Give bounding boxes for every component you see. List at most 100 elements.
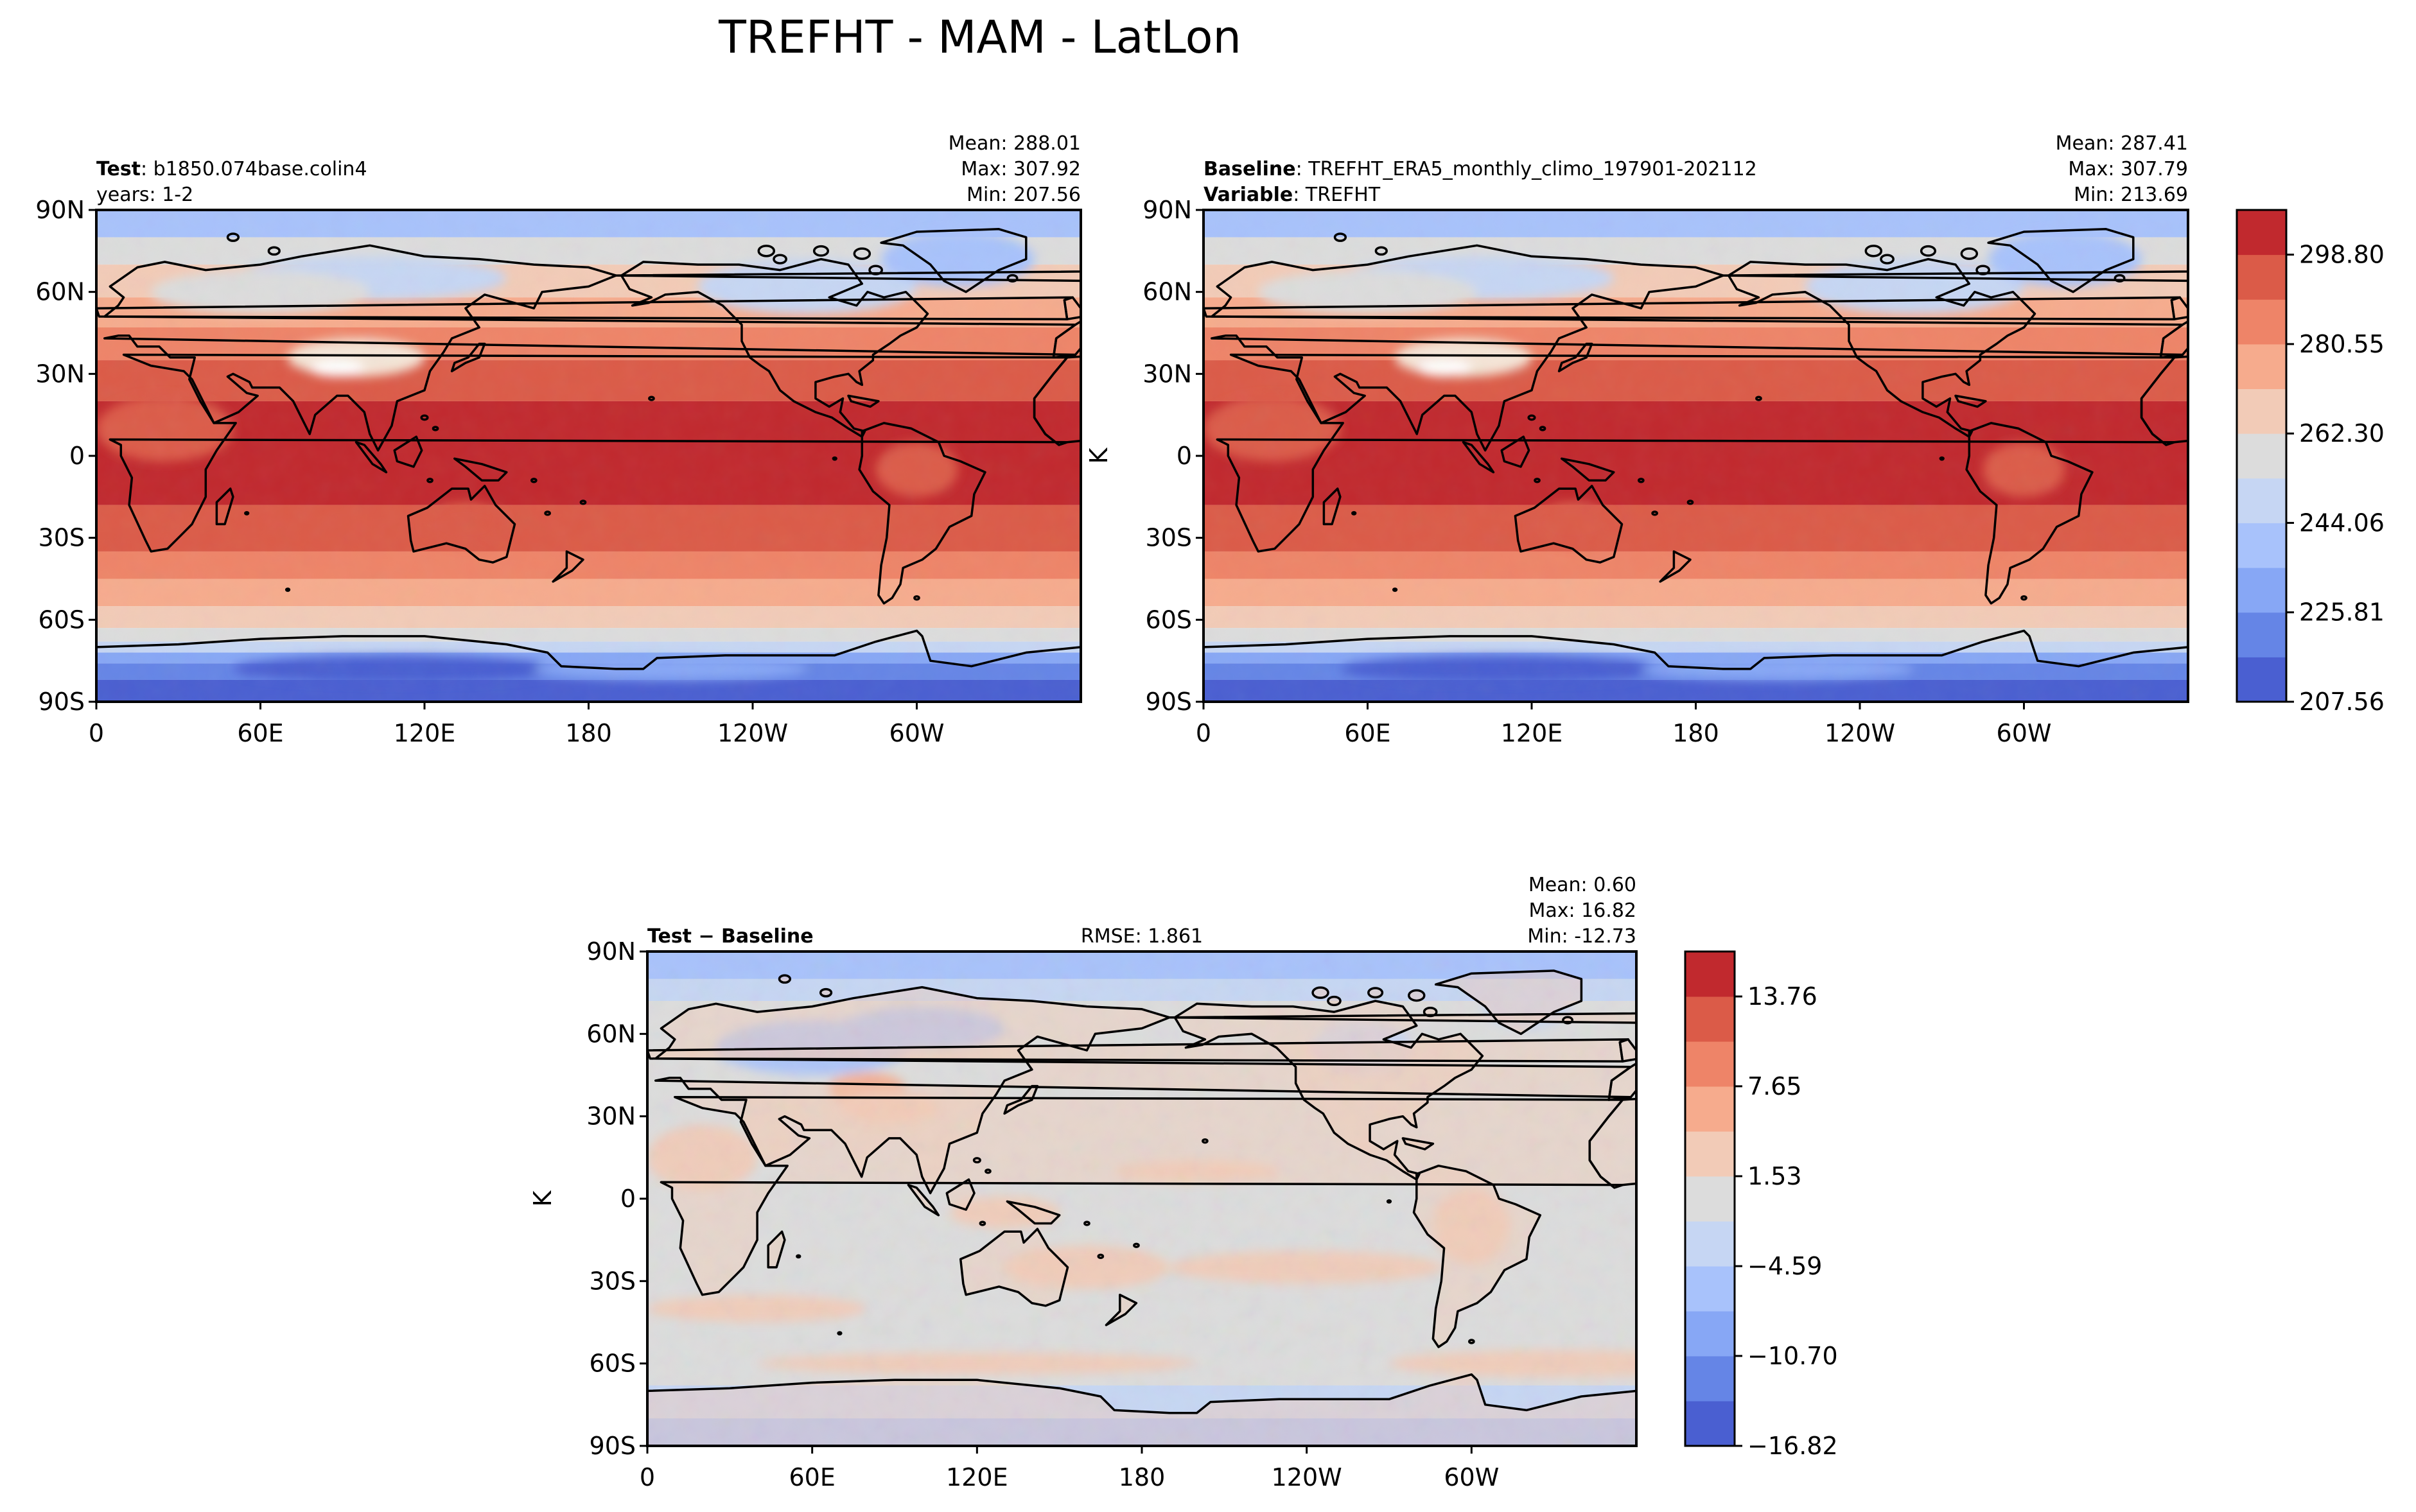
y-tick-label: 60S [1146,605,1192,634]
panel-info-label: Variable [1204,184,1293,206]
coastline-island-10 [1939,456,1945,461]
coastline-japan [450,342,486,372]
y-axis-label: K [1085,447,1113,464]
coastline-caribbean [1401,1137,1435,1151]
colorbar-tick-label: −16.82 [1747,1432,1838,1460]
y-tick-label: 30N [586,1102,636,1131]
coastline-island-18 [267,246,281,256]
coastline-island-9 [1392,587,1398,592]
texture [96,210,1081,702]
y-tick-label: 30N [1142,360,1192,388]
panel-info-value: years: 1-2 [96,184,193,206]
x-tick-label: 120E [1501,719,1563,747]
x-tick-label: 60W [1444,1463,1499,1491]
coastline-africa [660,1095,1624,1296]
coastline-island-16 [778,974,792,984]
coastline-africa-wrap [1033,355,1081,446]
coastline-island-11 [2114,274,2126,282]
coastline-island-1 [985,1169,992,1174]
colorbar-segment [2237,210,2286,256]
coastline-island-15 [868,265,883,275]
y-tick-label: 90N [1142,196,1192,224]
coastline-island-9 [837,1331,843,1335]
x-tick-label: 60W [889,719,945,747]
coastline-samerica [1965,422,2094,605]
coastline-island-8 [796,1254,801,1259]
panel-info-line: Test − Baseline [647,925,814,948]
colorbar-segment [1685,952,1735,997]
y-tick-label: 0 [620,1185,636,1213]
colorbar-segment [2237,343,2286,390]
panel-info-value: : TREFHT_ERA5_monthly_climo_197901-20211… [1296,158,1757,180]
coastline-uk-wrap [1063,296,1081,320]
coastline-australia [1514,485,1624,564]
coastline-island-6 [1755,395,1762,401]
coastline-africa [1216,353,2176,553]
coastline-australia [407,485,516,564]
colorbar-tick-label: 207.56 [2299,688,2385,716]
coastline-island-17 [1327,995,1342,1007]
y-tick-label: 90S [590,1432,636,1460]
panel-info-line: years: 1-2 [96,184,193,206]
coastline-island-0 [420,414,429,421]
panel-stat: Min: -12.73 [1527,925,1636,948]
coastline-island-15 [1422,1006,1438,1018]
coastline-island-4 [544,510,551,516]
y-tick-label: 90N [586,937,636,966]
figure-title: TREFHT - MAM - LatLon [718,11,1241,64]
coastline-island-12 [1864,245,1883,257]
colorbar-tick-label: 7.65 [1747,1072,1802,1100]
coastline-island-6 [648,395,655,401]
coastline-island-1 [432,426,439,431]
panel-info-value: : TREFHT [1293,184,1381,206]
coastline-uk-wrap [1618,1038,1636,1063]
colorbar-tick-label: 262.30 [2299,419,2385,448]
coastline-island-5 [1686,500,1694,505]
panel-stat: Min: 213.69 [2074,184,2188,206]
coastline-caribbean [1954,394,1987,408]
x-tick-label: 0 [89,719,104,747]
y-tick-label: 30S [39,524,85,552]
coastline-nz [552,550,584,583]
colorbar-segment [2237,657,2286,702]
panel-stat: Max: 307.92 [961,158,1081,180]
colorbar-difference: −16.82 −10.70 −4.59 1.53 7.65 13.76 [1684,950,1838,1460]
y-tick-label: 60N [1142,278,1192,306]
coastline-island-8 [1351,511,1357,516]
y-tick-label: 0 [1177,442,1192,470]
coastline-greenland [1434,969,1583,1036]
coastline-madagascar [1322,487,1342,526]
coastline-madagascar [767,1230,786,1269]
coastline-island-8 [244,511,250,516]
colorbar-tick-label: −4.59 [1747,1252,1822,1280]
colorbar-segment [2237,433,2286,479]
panel-info-value: : b1850.074base.colin4 [141,158,367,180]
coastline-namerica [620,257,929,438]
coastline-africa-wrap [1588,1097,1636,1189]
colorbar-segment [2237,388,2286,434]
coastline-namerica [1727,257,2036,438]
coastline-greenland [1987,228,2135,293]
x-tick-label: 120E [946,1463,1008,1491]
rmse-label: RMSE: 1.861 [1081,925,1203,948]
coastline-island-3 [530,478,538,483]
coastline-namerica [1173,1000,1484,1181]
colorbar-tick-label: 225.81 [2299,598,2385,627]
y-tick-label: 30S [590,1267,636,1295]
coastline-island-0 [1527,414,1536,421]
coastline-africa-wrap [2140,355,2188,446]
colorbar-tick-label: 13.76 [1747,982,1817,1011]
panel-stat: Max: 307.79 [2068,158,2188,180]
coastline-island-7 [913,595,920,601]
coastline-island-13 [1920,245,1937,257]
coastline-island-18 [819,987,833,998]
coastline-eurasia [103,244,1077,452]
colorbar-segment [2237,299,2286,345]
colorbar-tick-label: 1.53 [1747,1162,1802,1190]
texture [647,952,1636,1446]
coastline-africa [109,353,1069,553]
coastline-island-0 [972,1157,981,1164]
field [647,952,1636,1446]
coastline-antarctica [96,629,1081,702]
